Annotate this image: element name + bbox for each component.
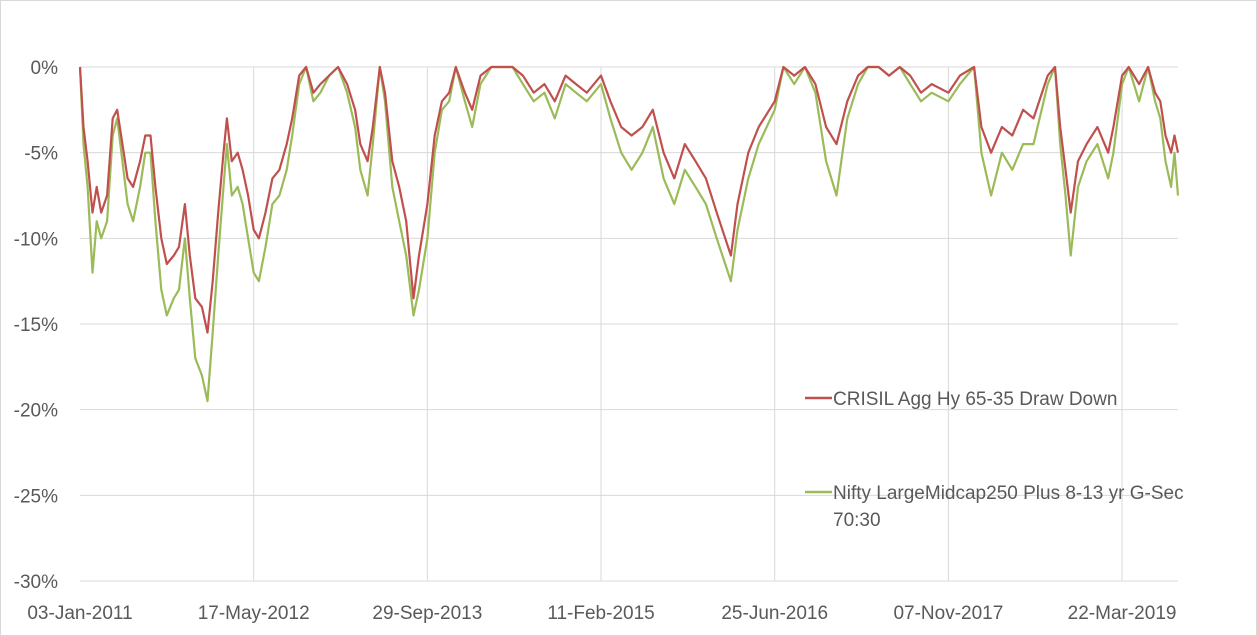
x-tick-label: 22-Mar-2019 [1068, 603, 1177, 624]
x-tick-label: 07-Nov-2017 [893, 603, 1003, 624]
y-tick-label: -25% [14, 486, 58, 507]
legend-label-crisil: CRISIL Agg Hy 65-35 Draw Down [833, 389, 1117, 410]
y-tick-label: -15% [14, 315, 58, 336]
y-tick-label: -5% [24, 144, 58, 165]
series-line-crisil [78, 65, 1180, 334]
x-tick-label: 29-Sep-2013 [372, 603, 482, 624]
y-tick-label: -10% [14, 229, 58, 250]
x-tick-label: 25-Jun-2016 [721, 603, 828, 624]
y-tick-label: -20% [14, 401, 58, 422]
legend-item-crisil: CRISIL Agg Hy 65-35 Draw Down [805, 389, 1117, 410]
legend: CRISIL Agg Hy 65-35 Draw Down Nifty Larg… [805, 389, 1189, 531]
y-tick-label: -30% [14, 572, 58, 593]
series-line-nifty [78, 65, 1180, 403]
y-tick-label: 0% [31, 58, 59, 79]
legend-label-nifty-line1: Nifty LargeMidcap250 Plus 8-13 yr G-Sec [833, 483, 1184, 504]
legend-label-nifty: Nifty LargeMidcap250 Plus 8-13 yr G-Sec … [833, 483, 1189, 531]
series-lines [78, 65, 1180, 403]
y-tick-labels: 0% -5% -10% -15% -20% -25% -30% [14, 58, 58, 593]
legend-item-nifty: Nifty LargeMidcap250 Plus 8-13 yr G-Sec … [805, 483, 1189, 531]
x-tick-label: 11-Feb-2015 [547, 603, 654, 624]
gridlines [80, 66, 1178, 581]
x-tick-labels: 03-Jan-2011 17-May-2012 29-Sep-2013 11-Feb-… [27, 603, 1176, 624]
x-tick-label: 17-May-2012 [198, 603, 310, 624]
x-tick-label: 03-Jan-2011 [27, 603, 132, 624]
legend-label-nifty-line2: 70:30 [833, 510, 881, 531]
